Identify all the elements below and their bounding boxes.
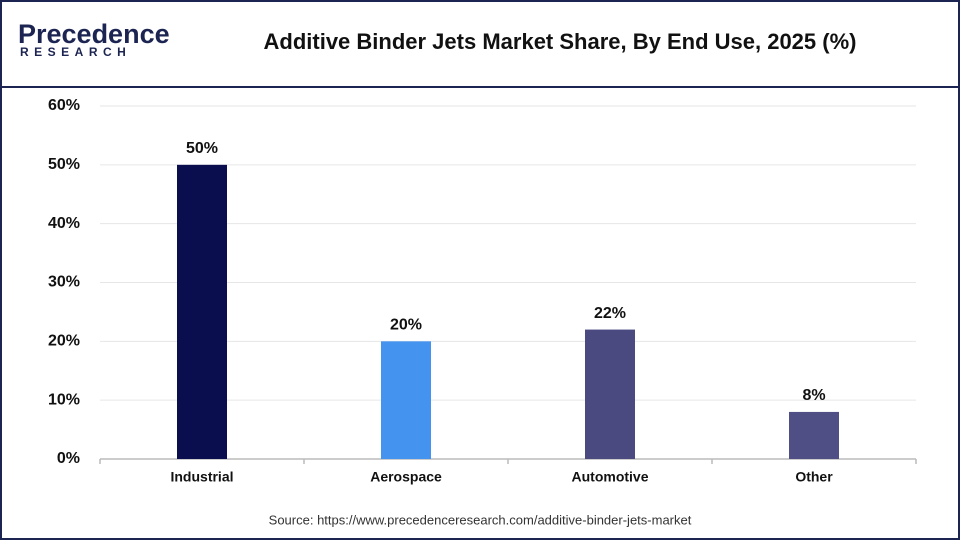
value-label: 22% [594,305,626,322]
x-tick-label: Aerospace [370,469,442,485]
bar [381,341,431,459]
chart-title: Additive Binder Jets Market Share, By En… [264,29,857,54]
value-label: 50% [186,140,218,157]
y-tick-label: 50% [48,156,80,173]
source-note: Source: https://www.precedenceresearch.c… [269,512,692,527]
y-tick-label: 20% [48,333,80,350]
value-label: 20% [390,317,422,334]
bar [585,329,635,459]
y-tick-label: 0% [57,450,80,467]
y-tick-label: 10% [48,391,80,408]
x-tick-label: Industrial [170,469,233,485]
brand-tagline: RESEARCH [20,45,131,59]
y-tick-label: 40% [48,215,80,232]
bar [177,164,227,460]
y-tick-label: 30% [48,274,80,291]
x-tick-label: Other [795,469,833,485]
x-tick-label: Automotive [572,469,649,485]
bar [789,411,839,459]
value-label: 8% [802,387,825,404]
y-tick-label: 60% [48,97,80,114]
brand-name: Precedence [18,19,170,49]
